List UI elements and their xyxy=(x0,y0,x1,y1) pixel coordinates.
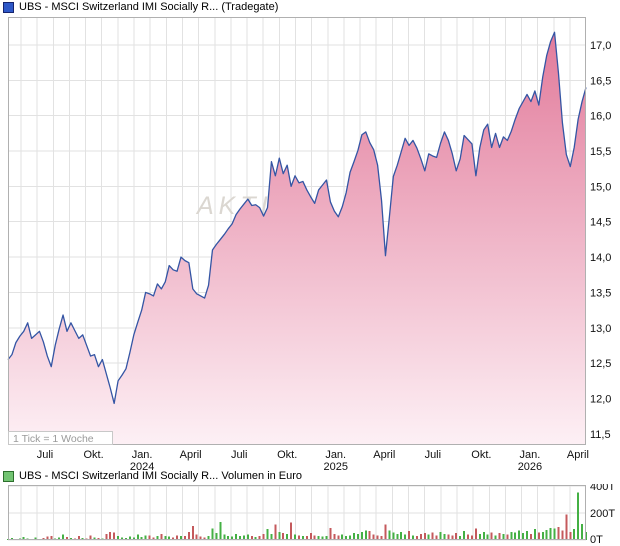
svg-text:Okt.: Okt. xyxy=(83,449,103,461)
svg-text:11,5: 11,5 xyxy=(590,429,611,441)
svg-text:0T: 0T xyxy=(590,534,603,546)
svg-text:2026: 2026 xyxy=(518,461,542,473)
svg-text:Okt.: Okt. xyxy=(277,449,297,461)
price-y-axis-labels: 17,0 16,5 16,0 15,5 15,0 14,5 14,0 13,5 13,0 12,5… xyxy=(590,40,611,441)
svg-text:15,5: 15,5 xyxy=(590,146,611,158)
svg-text:200T: 200T xyxy=(590,508,615,520)
price-line xyxy=(7,31,587,405)
price-chart-title: UBS - MSCI Switzerland IMI Socially R...… xyxy=(19,1,279,13)
svg-text:13,0: 13,0 xyxy=(590,323,611,335)
svg-text:16,5: 16,5 xyxy=(590,75,611,87)
volume-grid xyxy=(8,485,586,541)
svg-text:Juli: Juli xyxy=(37,449,54,461)
volume-plot-border xyxy=(8,485,586,540)
svg-text:13,5: 13,5 xyxy=(590,287,611,299)
price-series-swatch-icon xyxy=(3,1,14,13)
svg-text:17,0: 17,0 xyxy=(590,40,611,52)
svg-text:Jan.: Jan. xyxy=(132,449,153,461)
svg-text:14,5: 14,5 xyxy=(590,217,611,229)
volume-series-swatch-icon xyxy=(3,470,14,482)
volume-chart-title: UBS - MSCI Switzerland IMI Socially R...… xyxy=(19,470,303,482)
svg-text:2025: 2025 xyxy=(323,461,347,473)
tick-note: 1 Tick = 1 Woche xyxy=(8,431,113,445)
price-chart-header: UBS - MSCI Switzerland IMI Socially R...… xyxy=(3,1,278,13)
svg-text:Juli: Juli xyxy=(231,449,248,461)
svg-text:April: April xyxy=(373,449,395,461)
svg-text:15,0: 15,0 xyxy=(590,181,611,193)
svg-text:1 Tick = 1 Woche: 1 Tick = 1 Woche xyxy=(13,433,94,445)
volume-y-axis-labels: 400T 200T 0T xyxy=(590,484,615,546)
price-chart: AKTIEN1 Tick = 1 Woche17,016,516,015,515… xyxy=(7,17,611,473)
volume-chart: 400T 200T 0T xyxy=(7,484,615,546)
price-area xyxy=(8,32,586,446)
price-plot-border xyxy=(8,17,586,445)
svg-text:400T: 400T xyxy=(590,484,615,493)
svg-text:Jan.: Jan. xyxy=(520,449,541,461)
svg-text:12,5: 12,5 xyxy=(590,358,611,370)
volume-chart-header: UBS - MSCI Switzerland IMI Socially R...… xyxy=(3,470,302,482)
svg-text:2024: 2024 xyxy=(130,461,154,473)
svg-text:April: April xyxy=(567,449,589,461)
svg-text:12,0: 12,0 xyxy=(590,393,611,405)
svg-text:Jan.: Jan. xyxy=(325,449,346,461)
svg-text:14,0: 14,0 xyxy=(590,252,611,264)
svg-text:Juli: Juli xyxy=(425,449,442,461)
volume-bars xyxy=(7,492,587,540)
svg-text:April: April xyxy=(180,449,202,461)
svg-text:16,0: 16,0 xyxy=(590,111,611,123)
svg-text:Okt.: Okt. xyxy=(471,449,491,461)
